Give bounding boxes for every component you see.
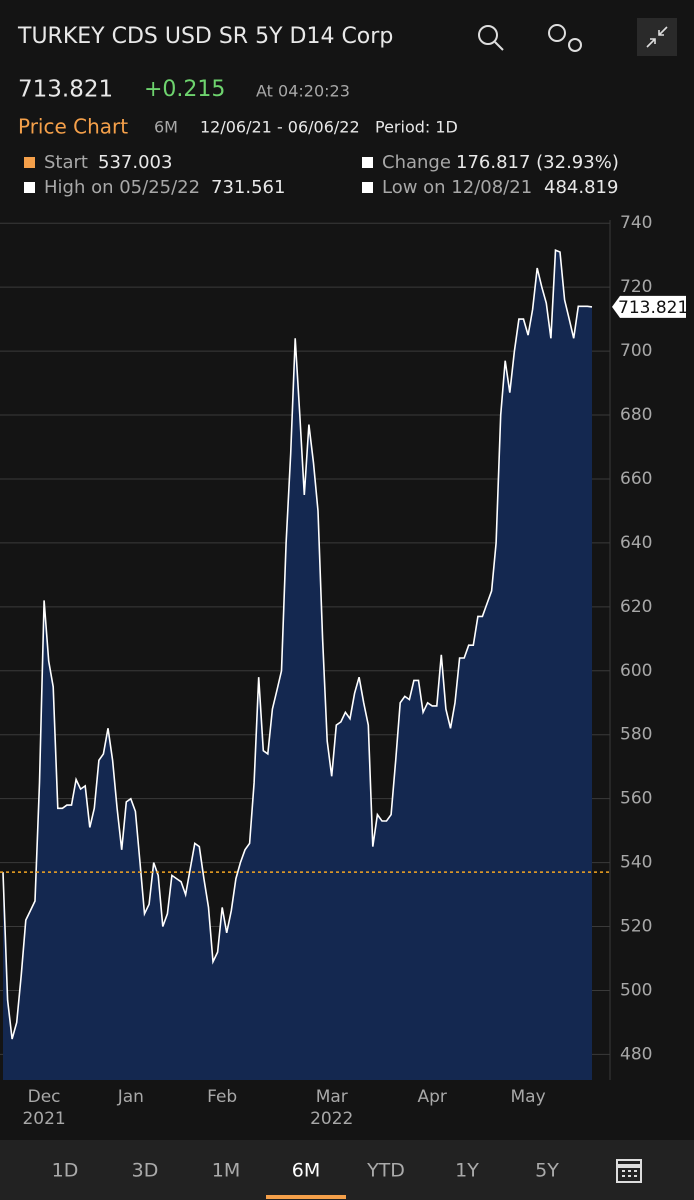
chart-label: Price Chart xyxy=(18,115,128,139)
legend-swatch xyxy=(362,182,373,193)
legend-swatch xyxy=(24,157,35,168)
y-tick-label: 740 xyxy=(620,213,652,233)
date-range: 12/06/21 - 06/06/22 xyxy=(200,118,360,137)
collapse-button[interactable] xyxy=(637,18,677,56)
price: 713.821 xyxy=(18,77,113,103)
line xyxy=(2,249,593,1040)
title: TURKEY CDS USD SR 5Y D14 Corp xyxy=(17,24,393,49)
price-change: +0.215 xyxy=(144,77,225,102)
x-year-label: 2022 xyxy=(310,1109,353,1129)
tab[interactable]: 5Y xyxy=(535,1160,559,1182)
y-tick-label: 700 xyxy=(620,341,652,361)
calendar-button[interactable] xyxy=(616,1159,642,1183)
x-tick-label: Dec xyxy=(28,1087,61,1107)
range: 6M xyxy=(154,118,178,137)
y-tick-label: 480 xyxy=(620,1044,652,1064)
tab[interactable]: YTD xyxy=(366,1160,405,1182)
x-tick-label: Mar xyxy=(316,1087,348,1107)
last-price-label: 713.821 xyxy=(618,298,688,318)
tab[interactable]: 6M xyxy=(292,1160,320,1182)
stat-value: 731.561 xyxy=(211,177,285,198)
settings-icon[interactable] xyxy=(548,24,582,52)
stat-label: High on 05/25/22 xyxy=(44,177,200,198)
y-tick-label: 520 xyxy=(620,917,652,937)
tab[interactable]: 3D xyxy=(132,1160,159,1182)
search-icon[interactable] xyxy=(478,25,504,51)
y-tick-label: 540 xyxy=(620,853,652,873)
stat-value: 176.817 (32.93%) xyxy=(456,152,619,173)
period: Period: 1D xyxy=(375,118,458,137)
stat-value: 537.003 xyxy=(98,152,172,173)
tab[interactable]: 1D xyxy=(52,1160,79,1182)
tabs: 1D 3D 1M 6M YTD 1Y 5Y xyxy=(52,1160,559,1199)
y-tick-label: 500 xyxy=(620,980,652,1000)
y-tick-label: 620 xyxy=(620,597,652,617)
stat-label: Low on 12/08/21 xyxy=(382,177,532,198)
last-price-tag xyxy=(612,295,686,318)
y-tick-label: 580 xyxy=(620,725,652,745)
y-tick-label: 640 xyxy=(620,533,652,553)
tab-bar xyxy=(0,1140,694,1200)
y-tick-label: 600 xyxy=(620,661,652,681)
stat-value: 484.819 xyxy=(544,177,618,198)
legend-swatch xyxy=(24,182,35,193)
x-year-label: 2021 xyxy=(22,1109,65,1129)
plot: 4805005205405605806006206406606807007207… xyxy=(0,213,688,1129)
legend-swatch xyxy=(362,157,373,168)
y-tick-label: 660 xyxy=(620,469,652,489)
tab[interactable]: 1Y xyxy=(455,1160,479,1182)
y-tick-label: 560 xyxy=(620,789,652,809)
x-tick-label: Feb xyxy=(207,1087,237,1107)
x-tick-label: Apr xyxy=(417,1087,446,1107)
stat-label: Change xyxy=(382,152,451,173)
x-tick-label: May xyxy=(510,1087,545,1107)
y-tick-label: 720 xyxy=(620,277,652,297)
tab[interactable]: 1M xyxy=(212,1160,240,1182)
tab-indicator xyxy=(266,1195,346,1199)
x-tick-label: Jan xyxy=(117,1087,144,1107)
stat-label: Start xyxy=(44,152,88,173)
y-tick-label: 680 xyxy=(620,405,652,425)
quote-time: At 04:20:23 xyxy=(256,82,350,101)
